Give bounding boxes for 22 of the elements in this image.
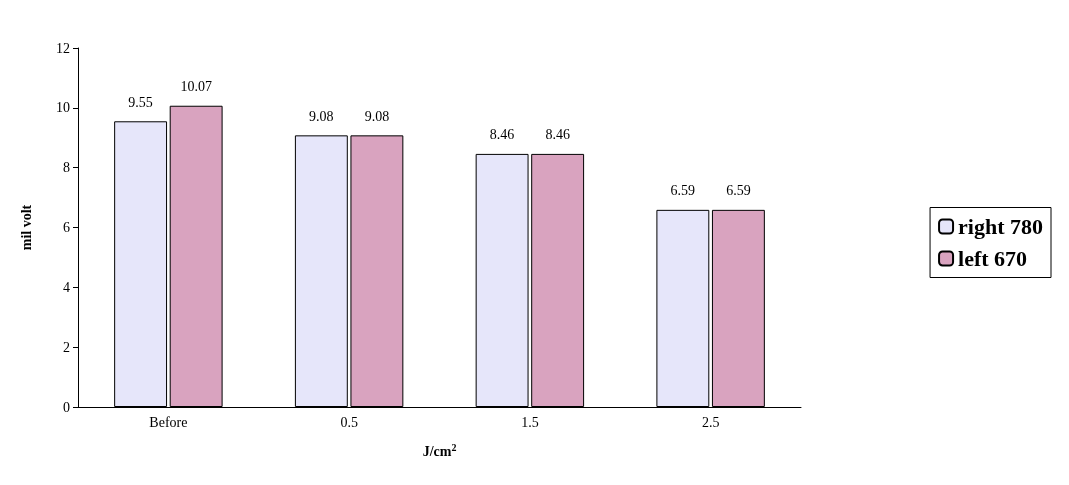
data-label: 9.08 xyxy=(309,108,334,124)
x-tick-label: Before xyxy=(149,414,188,430)
data-label: 6.59 xyxy=(726,183,751,199)
data-label: 9.08 xyxy=(364,108,390,124)
y-tick-label: 6 xyxy=(63,220,70,235)
y-tick-label: 12 xyxy=(56,40,70,56)
y-tick-label: 4 xyxy=(63,279,70,295)
x-tick-label: 1.5 xyxy=(521,414,539,430)
x-tick-label: 2.5 xyxy=(701,414,720,430)
data-label: 8.46 xyxy=(489,127,515,143)
x-tick-label: 0.5 xyxy=(340,414,358,430)
y-axis-title: mil volt xyxy=(18,204,34,251)
y-tick-label: 0 xyxy=(63,399,70,415)
data-label: 9.55 xyxy=(128,94,153,110)
data-label: 6.59 xyxy=(670,183,696,199)
y-tick-label: 2 xyxy=(63,339,70,355)
legend-label: right 780 xyxy=(958,214,1044,239)
legend-label: left 670 xyxy=(958,246,1028,271)
y-tick-label: 8 xyxy=(63,160,70,176)
y-tick-label: 10 xyxy=(56,100,70,116)
data-label: 10.07 xyxy=(180,79,212,95)
data-label: 8.46 xyxy=(545,127,570,143)
